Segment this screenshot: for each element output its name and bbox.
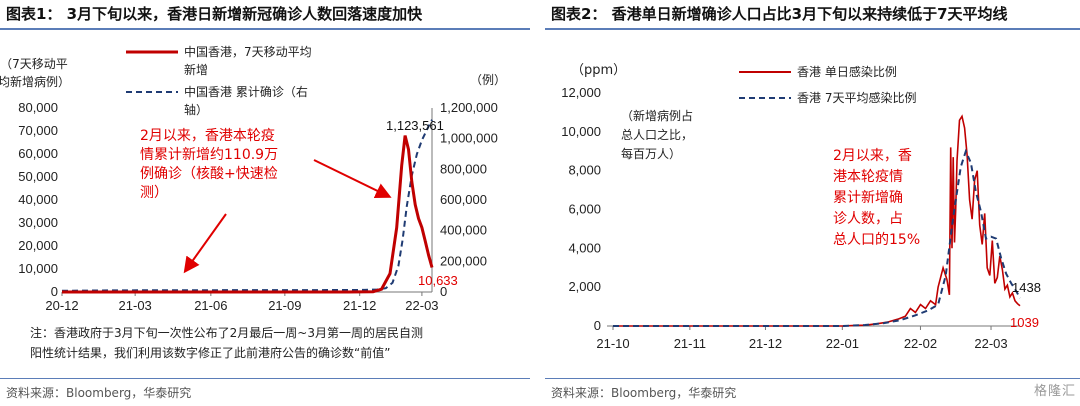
right-tick-label: 200,000 — [440, 253, 487, 268]
left-tick-label: 60,000 — [18, 146, 58, 161]
y-tick-label: 10,000 — [561, 124, 601, 139]
x-tick-label: 22-01 — [826, 336, 859, 351]
y-tick-label: 0 — [594, 318, 601, 333]
legend-label-cumulative-line-2: 轴） — [184, 102, 208, 117]
chart-2-title: 图表2： 香港单日新增确诊人口占比3月下旬以来持续低于7天平均线 — [551, 5, 1008, 23]
annotation-line: 情累计新增约110.9万 — [140, 147, 278, 163]
right-tick-label: 0 — [440, 284, 447, 299]
series-cumulative-line — [61, 119, 433, 292]
right-tick-label: 800,000 — [440, 161, 487, 176]
left-tick-label: 50,000 — [18, 169, 58, 184]
end-label-new-cases: 10,633 — [418, 273, 458, 288]
annotation-line: 总人口的15% — [833, 232, 920, 248]
left-tick-label: 70,000 — [18, 123, 58, 138]
legend-label-new-cases-line-1: 中国香港，7天移动平均 — [184, 44, 312, 59]
left-tick-label: 20,000 — [18, 238, 58, 253]
right-tick-label: 1,000,000 — [440, 131, 498, 146]
chart-panel-1: 图表1： 3月下旬以来，香港日新增新冠确诊人数回落速度加快 0 10,000 20,… — [0, 0, 530, 406]
annotation-line: 累计新增确 — [833, 190, 903, 206]
legend-label-daily: 香港 单日感染比例 — [797, 64, 897, 79]
title-rule — [545, 28, 1080, 30]
chart-1-source: 资料来源：Bloomberg，华泰研究 — [6, 386, 192, 400]
x-tick-label: 21-12 — [749, 336, 782, 351]
chart-1-canvas: 0 10,000 20,000 30,000 40,000 50,000 60,000 70,… — [0, 44, 506, 360]
y-axis-sublabel-line: （新增病例占 — [621, 108, 693, 123]
end-label-cumulative: 1,123,561 — [386, 118, 444, 133]
x-tick-label: 20-12 — [45, 298, 78, 313]
left-tick-label: 30,000 — [18, 215, 58, 230]
series-new-cases-line — [62, 135, 434, 294]
legend-label-7day: 香港 7天平均感染比例 — [797, 90, 916, 105]
x-tick-label: 21-06 — [194, 298, 227, 313]
annotation-line: 2月以来，香 — [833, 148, 912, 164]
right-tick-label: 1,200,000 — [440, 100, 498, 115]
title-rule — [0, 28, 530, 30]
x-tick-label: 22-03 — [974, 336, 1007, 351]
right-axis-label: （例） — [470, 73, 506, 87]
x-tick-label: 21-11 — [674, 336, 706, 351]
x-tick-label: 21-12 — [343, 298, 376, 313]
annotation-line: 测） — [140, 185, 168, 201]
left-tick-label: 40,000 — [18, 192, 58, 207]
chart-note-line: 注：香港政府于3月下旬一次性公布了2月最后一周~3月第一周的居民自测 — [30, 325, 423, 340]
annotation-arrow-right — [313, 159, 392, 198]
right-tick-label: 600,000 — [440, 192, 487, 207]
left-axis-label-line-1: （7天移动平 — [0, 57, 68, 71]
y-axis-sublabel-line: 每百万人） — [621, 146, 681, 161]
y-tick-label: 4,000 — [568, 240, 601, 255]
chart-2-canvas: 0 2,000 4,000 6,000 8,000 10,000 12,000 21-10 21… — [561, 63, 1041, 351]
series-7day-line — [613, 148, 1021, 327]
x-tick-label: 22-03 — [405, 298, 438, 313]
annotation-line: 例确诊（核酸+快速检 — [140, 166, 278, 182]
x-tick-label: 21-03 — [119, 298, 152, 313]
annotation-line: 诊人数，占 — [833, 211, 903, 227]
x-tick-label: 22-02 — [904, 336, 937, 351]
y-axis-label: （ppm） — [571, 63, 626, 78]
left-tick-label: 0 — [51, 284, 58, 299]
chart-note-line: 阳性统计结果，我们利用该数字修正了此前港府公告的确诊数“前值” — [30, 345, 390, 360]
right-tick-label: 400,000 — [440, 223, 487, 238]
y-tick-label: 8,000 — [568, 163, 601, 178]
y-tick-label: 6,000 — [568, 202, 601, 217]
left-tick-label: 80,000 — [18, 100, 58, 115]
brand-watermark: 格隆汇 — [1033, 384, 1076, 399]
end-label-7day: 1438 — [1012, 280, 1041, 295]
legend-label-new-cases-line-2: 新增 — [184, 62, 208, 77]
chart-panel-2: 图表2： 香港单日新增确诊人口占比3月下旬以来持续低于7天平均线 0 2,000 4… — [545, 0, 1080, 406]
y-tick-label: 12,000 — [561, 85, 601, 100]
chart-1-title: 图表1： 3月下旬以来，香港日新增新冠确诊人数回落速度加快 — [6, 5, 423, 23]
legend-label-cumulative-line-1: 中国香港 累计确诊（右 — [184, 84, 308, 99]
x-tick-label: 21-09 — [268, 298, 301, 313]
chart-2-source: 资料来源：Bloomberg，华泰研究 — [551, 386, 737, 400]
y-tick-label: 2,000 — [568, 279, 601, 294]
annotation-line: 港本轮疫情 — [833, 169, 903, 185]
x-tick-label: 21-10 — [596, 336, 629, 351]
source-rule — [0, 378, 530, 379]
source-rule — [545, 378, 1080, 379]
annotation-line: 2月以来，香港本轮疫 — [140, 128, 275, 144]
left-axis-label-line-2: 均新增病例） — [0, 74, 70, 89]
end-label-daily: 1039 — [1010, 315, 1039, 330]
y-axis-sublabel-line: 总人口之比， — [621, 128, 693, 142]
left-tick-label: 10,000 — [18, 261, 58, 276]
annotation-arrow-left — [183, 213, 227, 274]
